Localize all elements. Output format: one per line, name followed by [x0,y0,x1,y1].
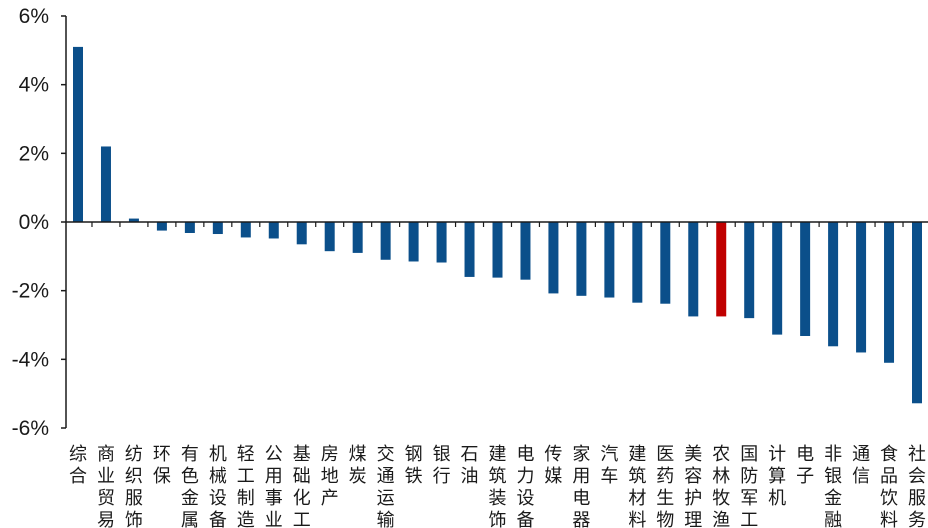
x-tick-label: 石油 [461,444,479,487]
bar [352,222,363,253]
bar [660,222,671,304]
x-tick-label: 传媒 [544,444,562,487]
x-tick-label: 公用事业 [265,444,283,528]
bar [492,222,503,278]
x-tick-label: 国防军工 [740,444,758,528]
x-tick-label: 非银金融 [824,444,842,528]
x-tick-label: 家用电器 [572,444,590,528]
x-tick-label: 商业贸易 [97,444,115,528]
x-tick-label: 计算机 [768,444,786,509]
bar [828,222,839,347]
y-tick-label: 4% [19,74,49,97]
y-axis: 6% 4% 2% 0% -2% -4% -6% [12,5,67,440]
y-tick-label: -4% [12,348,49,371]
bar [268,222,279,239]
y-tick-label: -6% [12,417,49,440]
bar [324,222,335,252]
bar [212,222,223,235]
x-tick-label: 电力设备 [516,444,534,528]
y-tick-label: 0% [19,211,49,234]
x-tick-label: 机械设备 [209,444,227,528]
x-tick-label: 交通运输 [377,444,395,528]
bar [688,222,699,317]
x-tick-label: 汽车 [600,444,618,487]
bar [884,222,895,363]
x-tick-label: 有色金属 [181,444,199,528]
bar [856,222,867,353]
y-tick-label: 6% [19,5,49,28]
x-tick-label: 通信 [852,444,870,487]
x-tick-label: 银行 [433,444,451,487]
x-tick-label: 环保 [153,444,171,487]
y-tick-label: 2% [19,142,49,165]
bar [240,222,251,238]
bar [408,222,419,262]
bar [436,222,447,263]
bar [520,222,531,280]
bar [464,222,475,277]
x-tick-label: 房地产 [321,444,339,509]
x-tick-label: 钢铁 [405,444,423,487]
bar [912,222,922,404]
bar [632,222,643,303]
x-tick-label: 医药生物 [656,444,674,528]
x-tick-label: 建筑装饰 [489,444,507,528]
x-tick-label: 社会服务 [908,444,926,528]
x-tick-label: 电子 [796,444,814,487]
bar [576,222,587,296]
bar [73,46,83,223]
x-tick-labels: 综合商业贸易纺织服饰环保有色金属机械设备轻工制造公用事业基础化工房地产煤炭交通运… [69,444,926,528]
x-tick-label: 基础化工 [293,444,311,528]
bars [73,46,922,404]
x-tick-label: 美容护理 [684,444,702,528]
bar [772,222,783,335]
bar [184,222,195,233]
x-tick-label: 建筑材料 [628,444,646,528]
bar [380,222,391,260]
bar [744,222,755,319]
bar-highlight [716,222,727,317]
bar [604,222,615,298]
x-tick-label: 纺织服饰 [125,444,143,528]
bar [100,146,111,222]
x-tick-label: 综合 [69,444,87,487]
bar [296,222,307,245]
bar [128,218,139,222]
bar [156,222,167,231]
x-tick-label: 农林牧渔 [712,444,730,528]
x-tick-label: 煤炭 [349,444,367,487]
x-axis [66,221,928,227]
bar [548,222,559,294]
y-tick-label: -2% [12,280,49,303]
x-tick-label: 食品饮料 [880,444,898,528]
x-tick-label: 轻工制造 [237,444,255,528]
bar [800,222,811,336]
